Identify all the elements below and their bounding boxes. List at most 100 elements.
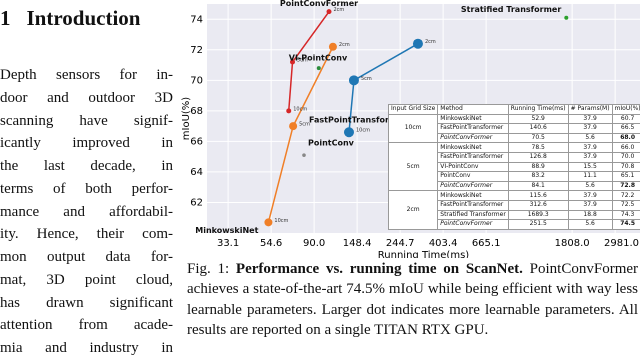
y-tick-label: 68 — [190, 106, 203, 117]
paragraph-line: mat, 3D point cloud, — [0, 271, 173, 288]
y-tick-label: 62 — [190, 197, 203, 208]
caption-body: PointConvFormer achieves a state-of-the-… — [187, 261, 638, 339]
table-cell: 37.9 — [567, 123, 613, 134]
y-tick-label: 72 — [190, 45, 203, 56]
series-label: FastPointTransformer — [309, 116, 407, 125]
data-point — [264, 218, 273, 227]
table-cell: PointConv — [437, 171, 509, 182]
table-cell: 66.0 — [611, 142, 640, 153]
x-tick-label: 54.6 — [260, 238, 282, 249]
point-label: 2cm — [334, 7, 345, 13]
table-cell: 1689.3 — [507, 209, 569, 221]
table-cell: 66.5 — [611, 123, 640, 134]
table-cell: 251.5 — [507, 219, 569, 230]
paragraph-line: terms of both perfor- — [0, 180, 173, 197]
y-tick-label: 66 — [190, 136, 203, 147]
table-cell: 37.9 — [567, 190, 613, 201]
x-tick-label: 665.1 — [472, 238, 501, 249]
x-axis-label: Running Time(ms) — [378, 250, 469, 258]
section-heading: 1 Introduction — [0, 6, 156, 31]
table-row: 10cm MinkowskiNet 52.9 37.9 60.7 — [387, 113, 640, 144]
data-point — [289, 122, 298, 131]
point-label: 2cm — [425, 39, 436, 45]
paragraph-line: mia and industry in — [0, 340, 173, 356]
table-cell: 72.5 — [611, 199, 640, 211]
table-cell: 70.5 — [507, 132, 569, 144]
grid-size-cell: 5cm — [387, 142, 439, 192]
y-tick-label: 64 — [190, 167, 203, 178]
point-label: 10cm — [293, 106, 307, 112]
data-point — [290, 59, 296, 65]
table-row: PointConvFormer 251.5 5.6 74.5 — [389, 219, 640, 230]
point-label: 10cm — [356, 128, 370, 134]
table-cell: 5.6 — [567, 219, 613, 230]
table-cell: 11.1 — [567, 171, 613, 182]
point-label: 5cm — [297, 58, 308, 64]
x-tick-label: 33.1 — [217, 238, 239, 249]
paragraph-line: Depth sensors for in- — [0, 67, 173, 83]
table-row: VI-PointConv 88.9 15.5 70.8 — [389, 161, 640, 173]
x-tick-label: 2981.0 — [604, 238, 639, 249]
point-label: 2cm — [339, 42, 350, 48]
table-cell: 52.9 — [507, 113, 569, 125]
table-cell: 70.8 — [611, 161, 640, 173]
paragraph-line: the last decade, in — [0, 158, 173, 174]
table-cell: FastPointTransformer — [437, 123, 509, 134]
data-point — [302, 153, 306, 157]
table-cell: 78.5 — [507, 142, 569, 153]
table-cell: 65.1 — [611, 171, 640, 182]
table-cell: 37.9 — [567, 142, 613, 153]
table-cell: 37.9 — [567, 113, 613, 125]
table-cell: 88.9 — [507, 161, 569, 173]
data-point — [343, 127, 354, 138]
x-tick-label: 1808.0 — [555, 238, 590, 249]
table-cell: 74.5 — [611, 219, 640, 230]
table-cell: 312.6 — [507, 199, 569, 211]
section-title: Introduction — [26, 6, 141, 30]
table-cell: 70.0 — [611, 151, 640, 163]
table-cell: 72.8 — [611, 180, 640, 192]
paragraph-line: icantly improved in — [0, 135, 173, 152]
header-cell: Running Time(ms) — [507, 104, 569, 115]
data-point — [316, 66, 321, 71]
results-table: Input Grid Size Method Running Time(ms) # P… — [387, 104, 640, 230]
grid-size-cell: 10cm — [387, 113, 439, 144]
table-cell: 115.6 — [507, 190, 569, 201]
table-cell: 37.9 — [567, 151, 613, 163]
table-cell: 60.7 — [611, 113, 640, 125]
paragraph-line: scanning have signif- — [0, 112, 173, 129]
table-cell: 83.2 — [507, 171, 569, 182]
table-cell: FastPointTransformer — [437, 151, 509, 163]
table-cell: PointConvFormer — [437, 219, 509, 230]
table-cell: VI-PointConv — [437, 161, 509, 173]
table-cell: 126.8 — [507, 151, 569, 163]
table-cell: 15.5 — [567, 161, 613, 173]
header-cell: Method — [437, 104, 509, 115]
grid-size-cell: 2cm — [387, 190, 439, 230]
paragraph-line: ity. Hence, their com- — [0, 226, 173, 243]
table-cell: 18.8 — [567, 209, 613, 221]
caption-label: Fig. 1: — [187, 261, 230, 277]
table-cell: 140.6 — [507, 123, 569, 134]
x-tick-label: 403.4 — [429, 238, 458, 249]
data-point — [286, 108, 292, 114]
table-cell: FastPointTransformer — [437, 199, 509, 211]
point-label: 10cm — [274, 218, 288, 224]
table-cell: 68.0 — [611, 132, 640, 144]
table-cell: 37.9 — [567, 199, 613, 211]
x-tick-label: 90.0 — [303, 238, 325, 249]
series-label: Stratified Transformer — [461, 5, 561, 14]
paragraph-line: has drawn significant — [0, 294, 173, 311]
table-cell: 5.6 — [567, 180, 613, 192]
x-tick-label: 148.4 — [343, 238, 372, 249]
paragraph-line: attention from acade- — [0, 317, 173, 334]
table-row: 2cm MinkowskiNet 115.6 37.9 72.2 — [387, 190, 640, 230]
table-cell: 72.2 — [611, 190, 640, 201]
series-label: MinkowskiNet — [195, 226, 258, 235]
paragraph-line: mance and affordabil- — [0, 203, 173, 220]
header-cell: Input Grid Size — [387, 104, 439, 115]
data-point — [348, 75, 359, 86]
table-row: 5cm MinkowskiNet 78.5 37.9 66.0 — [387, 142, 640, 192]
table-cell: MinkowskiNet — [437, 113, 509, 125]
